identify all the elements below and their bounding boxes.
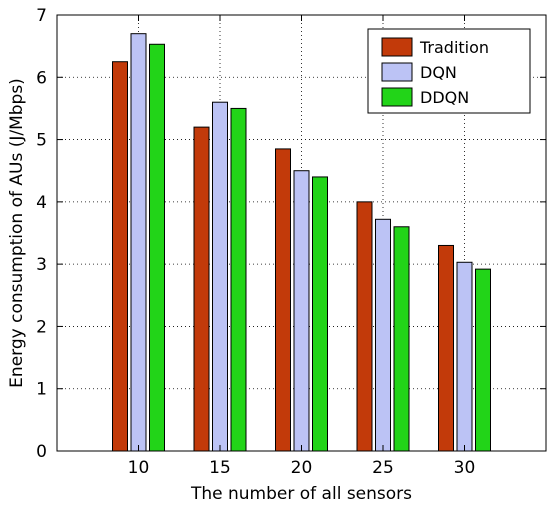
legend-label-dqn: DQN — [420, 63, 457, 82]
y-tick-label: 1 — [36, 380, 47, 400]
legend-label-tradition: Tradition — [419, 38, 489, 57]
bar-ddqn-30 — [475, 268, 491, 452]
x-tick-label: 20 — [291, 458, 313, 478]
legend-swatch-tradition — [381, 37, 413, 57]
y-tick-label: 5 — [36, 131, 47, 151]
bar-dqn-20 — [293, 170, 310, 452]
legend-swatch-ddqn — [381, 87, 413, 107]
x-tick-label: 15 — [209, 458, 231, 478]
y-axis-label: Energy consumption of AUs (J/Mbps) — [7, 78, 27, 388]
y-tick-label: 3 — [36, 255, 47, 275]
bar-dqn-25 — [375, 218, 391, 452]
axis-ticks — [57, 14, 546, 452]
legend-label-ddqn: DDQN — [420, 88, 469, 107]
y-tick-label: 0 — [36, 442, 47, 462]
tick-labels: 0 1 2 3 4 5 6 7 10 15 20 25 30 — [36, 6, 475, 478]
x-tick-label: 10 — [128, 458, 150, 478]
legend-swatch-dqn — [381, 62, 413, 82]
bar-dqn-15 — [212, 101, 228, 452]
x-tick-label: 30 — [454, 458, 476, 478]
y-tick-label: 2 — [36, 317, 47, 337]
bar-tradition-10 — [112, 61, 128, 452]
bar-ddqn-25 — [393, 226, 410, 452]
y-tick-label: 7 — [36, 6, 47, 26]
bar-ddqn-20 — [312, 176, 328, 452]
bar-tradition-30 — [438, 244, 454, 452]
y-tick-label: 4 — [36, 193, 47, 213]
legend: Tradition DQN DDQN — [367, 28, 531, 114]
bar-dqn-10 — [130, 33, 147, 452]
x-axis-label: The number of all sensors — [190, 484, 412, 504]
bar-tradition-15 — [193, 126, 210, 452]
y-tick-label: 6 — [36, 68, 47, 88]
bar-ddqn-15 — [230, 107, 247, 452]
bar-dqn-30 — [456, 261, 473, 452]
bar-ddqn-10 — [149, 43, 165, 452]
bar-tradition-20 — [275, 148, 291, 452]
x-tick-label: 25 — [372, 458, 394, 478]
bar-tradition-25 — [356, 201, 373, 452]
